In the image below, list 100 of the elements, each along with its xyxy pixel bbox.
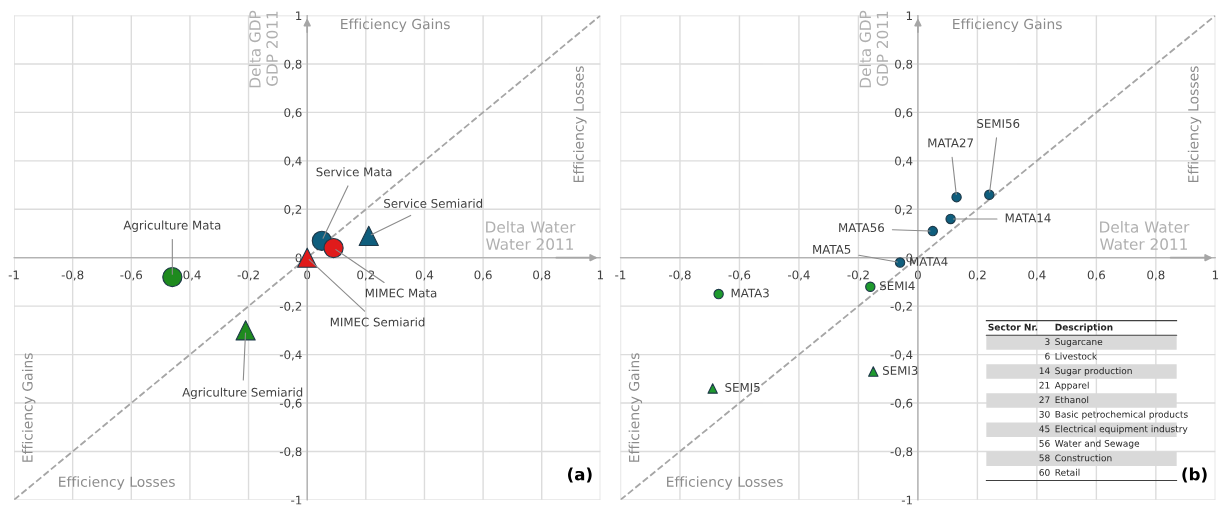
point bbox=[713, 288, 724, 300]
y-tick-label: -0,4 bbox=[890, 350, 913, 361]
x-tick-label: 0,4 bbox=[1028, 270, 1046, 281]
annotation: MATA27 bbox=[928, 138, 973, 148]
annotation: SEMI4 bbox=[880, 281, 915, 291]
x-tick-label: -0,8 bbox=[669, 270, 691, 281]
annotation: 58 bbox=[1039, 454, 1050, 462]
annotation: Sugarcane bbox=[1055, 338, 1103, 347]
x-tick-label: -0,2 bbox=[847, 270, 869, 281]
y-tick-label: 0 bbox=[295, 253, 302, 263]
x-tick-label: -1 bbox=[8, 270, 19, 280]
annotation: Efficiency Losses bbox=[667, 476, 783, 490]
y-tick-label: 0,8 bbox=[895, 59, 913, 70]
x-tick-label: 0,6 bbox=[474, 270, 492, 281]
point bbox=[865, 281, 876, 292]
point bbox=[323, 237, 344, 259]
x-tick-label: 1 bbox=[597, 270, 604, 280]
y-tick-label: 0,4 bbox=[284, 156, 302, 167]
x-tick-label: -1 bbox=[615, 270, 626, 280]
x-tick-label: 0,4 bbox=[415, 270, 434, 281]
annotation: 14 bbox=[1039, 367, 1050, 375]
y-tick-label: -0,6 bbox=[890, 398, 913, 409]
annotation: SEMI3 bbox=[882, 366, 918, 375]
annotation: MATA3 bbox=[731, 288, 769, 298]
x-axis-title: Delta Water Water 2011 bbox=[486, 220, 576, 250]
point bbox=[984, 189, 995, 200]
point bbox=[707, 383, 718, 394]
annotation: 21 bbox=[1039, 381, 1050, 389]
y-tick-label: -0,4 bbox=[279, 350, 302, 361]
point bbox=[868, 366, 879, 377]
y-tick-label: 0,2 bbox=[284, 205, 302, 216]
point bbox=[358, 225, 379, 247]
annotation: MIMEC Mata bbox=[365, 288, 437, 298]
annotation: Retail bbox=[1055, 468, 1080, 476]
annotation: Efficiency Gains bbox=[341, 18, 450, 32]
annotation: Efficiency Gains bbox=[628, 353, 643, 462]
y-tick-label: 1 bbox=[296, 11, 302, 21]
x-tick-label: 1 bbox=[1212, 270, 1219, 280]
y-tick-label: -0,8 bbox=[279, 447, 302, 458]
x-tick-label: 0,8 bbox=[533, 270, 551, 281]
x-tick-label: -0,8 bbox=[61, 270, 84, 281]
annotation: Livestock bbox=[1055, 352, 1098, 360]
x-tick-label: 0,8 bbox=[1147, 270, 1165, 281]
annotation: SEMI5 bbox=[725, 382, 760, 392]
annotation: Description bbox=[1055, 323, 1113, 333]
x-axis-title: Delta Water Water 2011 bbox=[1100, 220, 1190, 250]
x-tick-label: 0 bbox=[304, 270, 311, 280]
annotation: Electrical equipment industry bbox=[1055, 425, 1188, 435]
annotation: SEMI56 bbox=[977, 119, 1020, 128]
annotation: 3 bbox=[1045, 338, 1050, 346]
point bbox=[894, 257, 906, 268]
annotation: (b) bbox=[1182, 467, 1207, 483]
y-tick-label: 0,8 bbox=[284, 59, 302, 70]
annotation: MATA5 bbox=[813, 245, 851, 254]
annotation: Service Semiarid bbox=[384, 198, 483, 208]
annotation: Sector Nr. bbox=[988, 323, 1038, 331]
point bbox=[945, 213, 956, 225]
y-tick-label: 0,2 bbox=[895, 205, 912, 216]
annotation: Agriculture Semiarid bbox=[182, 387, 303, 400]
annotation: 27 bbox=[1039, 396, 1050, 404]
y-tick-label: 0,6 bbox=[284, 108, 302, 119]
annotation: Agriculture Mata bbox=[123, 220, 221, 232]
annotation: 45 bbox=[1039, 425, 1050, 433]
x-tick-label: -0,4 bbox=[787, 270, 810, 281]
y-tick-label: 1 bbox=[906, 11, 912, 21]
annotation: Service Mata bbox=[316, 167, 392, 177]
y-tick-label: -0,8 bbox=[890, 447, 913, 458]
annotation: Ethanol bbox=[1055, 396, 1089, 404]
point bbox=[951, 191, 962, 203]
annotation: Efficiency Losses bbox=[59, 476, 175, 490]
annotation: Apparel bbox=[1054, 381, 1089, 391]
x-tick-label: 0 bbox=[914, 270, 921, 280]
point bbox=[235, 320, 256, 341]
y-tick-label: -0,2 bbox=[890, 301, 912, 312]
y-tick-label: -1 bbox=[291, 495, 302, 505]
x-tick-label: -0,2 bbox=[237, 270, 259, 281]
annotation: MIMEC Semiarid bbox=[330, 317, 425, 327]
annotation: Construction bbox=[1055, 454, 1112, 462]
annotation: Efficiency Gains bbox=[953, 18, 1062, 32]
annotation: Efficiency Gains bbox=[21, 353, 36, 462]
annotation: Efficiency Losses bbox=[1187, 66, 1202, 183]
annotation: Efficiency Losses bbox=[573, 66, 587, 183]
point bbox=[927, 225, 938, 237]
y-tick-label: -0,2 bbox=[279, 301, 302, 312]
annotation: Basic petrochemical products bbox=[1055, 410, 1188, 420]
y-tick-label: 0,4 bbox=[895, 156, 913, 167]
annotation: (a) bbox=[568, 467, 592, 483]
annotation: Water and Sewage bbox=[1055, 439, 1140, 449]
y-tick-label: 0,6 bbox=[895, 108, 913, 119]
annotation: MATA14 bbox=[1005, 213, 1051, 223]
annotation: 60 bbox=[1039, 469, 1050, 476]
x-tick-label: -0,6 bbox=[120, 270, 143, 281]
annotation: 56 bbox=[1039, 439, 1050, 447]
y-tick-label: -1 bbox=[901, 495, 912, 505]
y-axis-title: Delta GDP GDP 2011 bbox=[859, 10, 889, 88]
x-tick-label: -0,6 bbox=[728, 270, 751, 281]
annotation: 6 bbox=[1045, 352, 1050, 360]
x-tick-label: 0,6 bbox=[1087, 270, 1106, 281]
x-tick-label: 0,2 bbox=[357, 270, 375, 281]
annotation: Sugar production bbox=[1055, 367, 1132, 376]
